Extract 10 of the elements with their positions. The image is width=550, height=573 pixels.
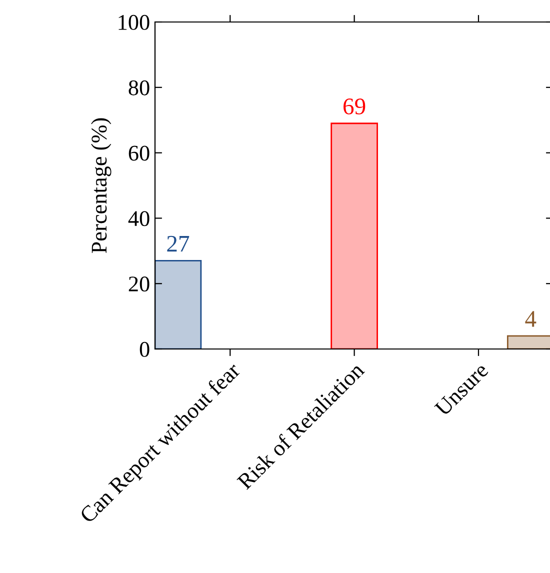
y-tick-label: 100 (118, 14, 150, 30)
y-axis-title: Percentage (%) (91, 118, 112, 254)
data-label: 69 (344, 98, 366, 114)
y-tick-label: 0 (140, 342, 150, 357)
data-label: 4 (525, 311, 536, 327)
y-tick-label: 60 (128, 146, 150, 161)
data-label: 27 (167, 236, 190, 252)
y-tick-label: 20 (128, 276, 150, 292)
y-tick-label: 40 (128, 211, 150, 226)
y-tick-label: 80 (128, 80, 150, 96)
